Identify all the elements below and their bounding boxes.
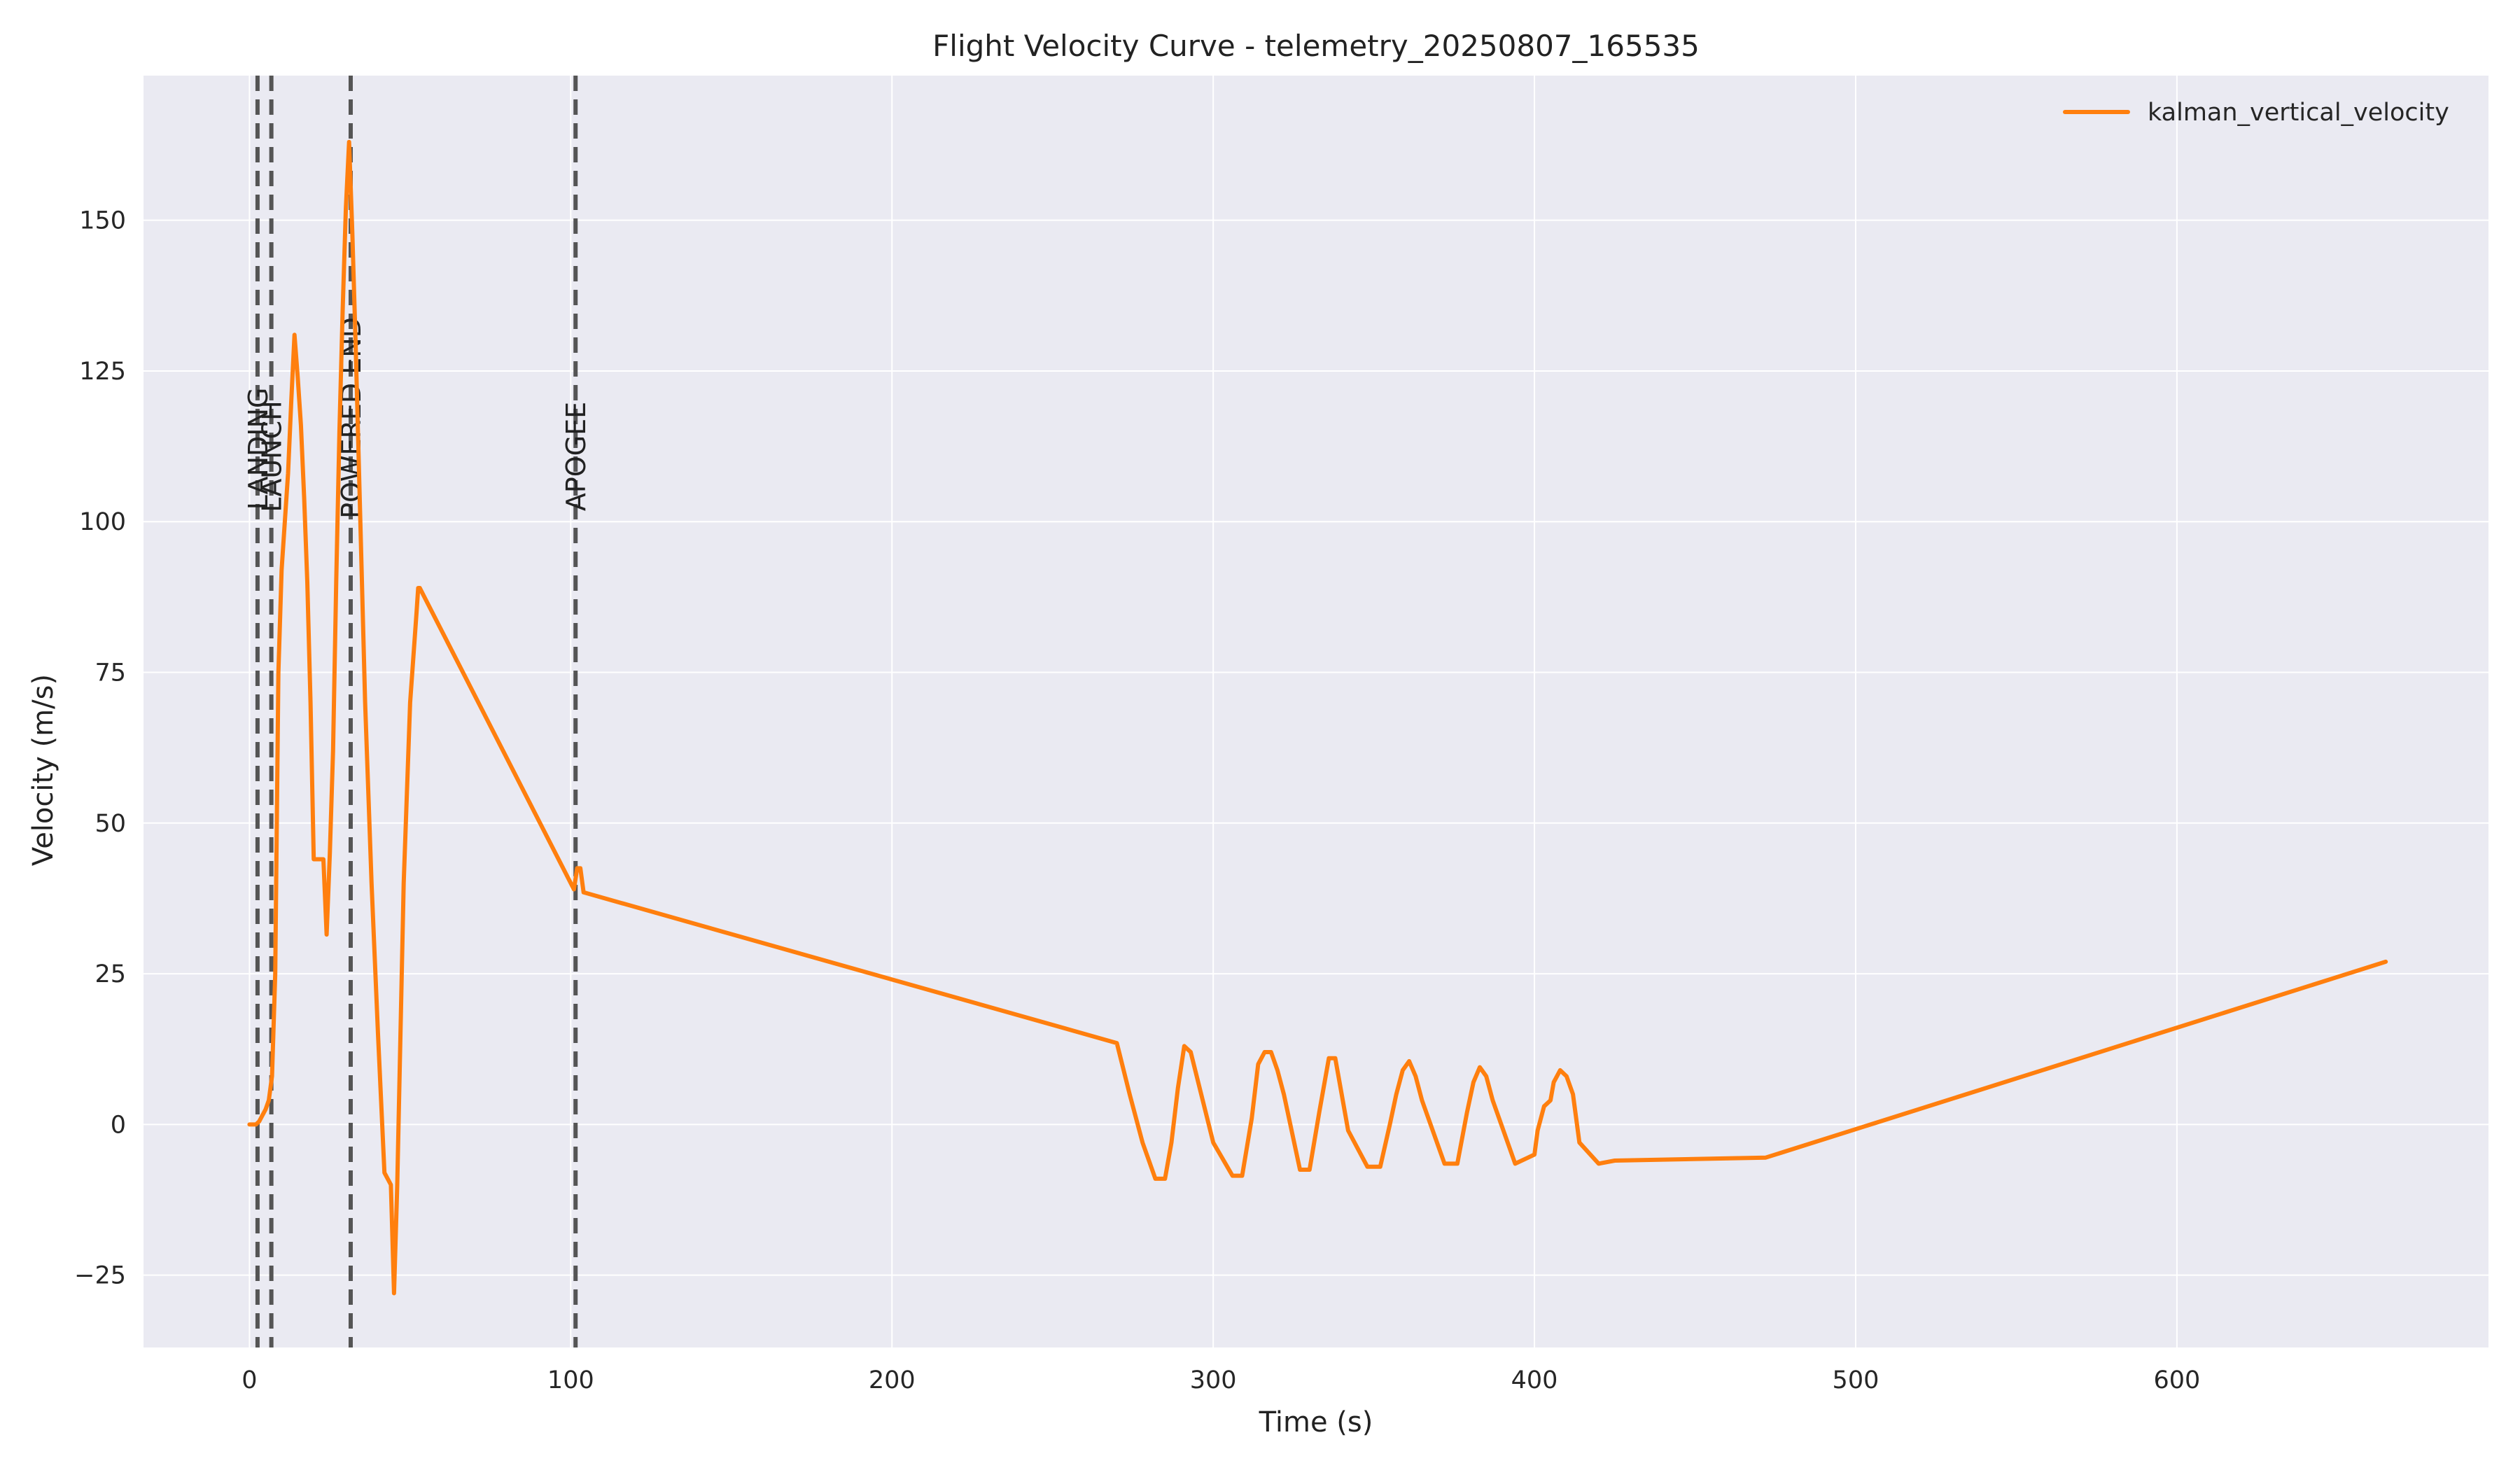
y-tick-label: 100 (79, 508, 126, 536)
y-tick-label: 75 (94, 659, 126, 687)
x-tick-label: 300 (1190, 1366, 1237, 1394)
tick-labels: 0 100 200 300 400 500 600 −25 0 25 50 75 100 125 150 (74, 207, 2200, 1394)
event-label-apogee: APOGEE (561, 402, 592, 511)
event-label-launch: LAUNCH (257, 400, 288, 512)
y-tick-label: 0 (111, 1111, 126, 1139)
legend-label-kalman-vertical-velocity: kalman_vertical_velocity (2148, 99, 2449, 127)
y-tick-label: 150 (79, 207, 126, 235)
series-layer (247, 139, 2388, 1296)
series-line-kalman-vertical-velocity (247, 139, 2388, 1296)
plot-area (144, 76, 2488, 1348)
x-tick-label: 0 (241, 1366, 257, 1394)
y-tick-label: 50 (94, 810, 126, 838)
y-tick-label: −25 (74, 1262, 126, 1290)
grid (144, 76, 2488, 1348)
chart-title: Flight Velocity Curve - telemetry_202508… (932, 29, 1700, 63)
event-label-landing: LANDING (243, 388, 274, 510)
x-axis-label: Time (s) (1259, 1406, 1373, 1438)
x-tick-label: 500 (1833, 1366, 1879, 1394)
x-tick-label: 400 (1511, 1366, 1558, 1394)
x-tick-label: 600 (2153, 1366, 2200, 1394)
y-tick-label: 25 (94, 960, 126, 988)
y-tick-label: 125 (79, 358, 126, 386)
x-tick-label: 200 (869, 1366, 916, 1394)
x-tick-label: 100 (547, 1366, 594, 1394)
legend: kalman_vertical_velocity (2063, 99, 2449, 127)
y-axis-label: Velocity (m/s) (27, 674, 59, 866)
